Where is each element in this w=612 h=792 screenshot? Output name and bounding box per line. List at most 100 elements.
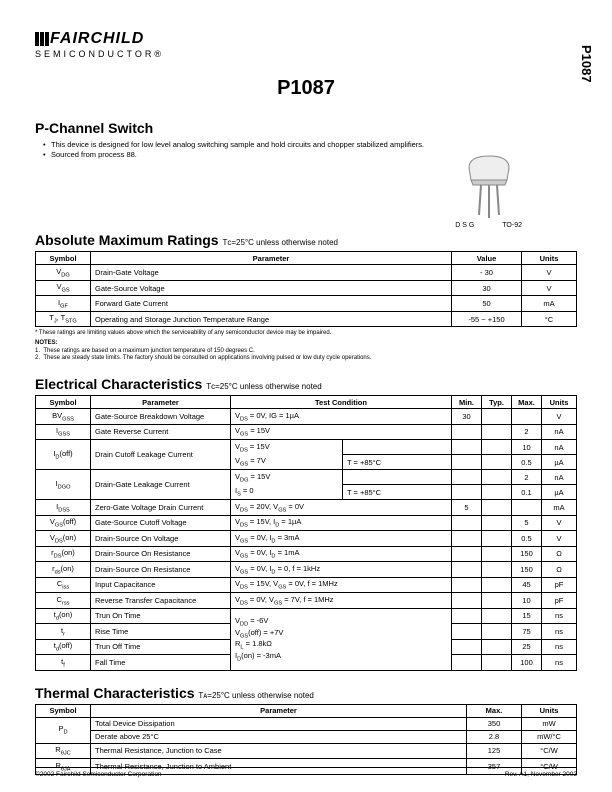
td: Fall Time [91,655,231,671]
package-drawing: D S G TO-92 [455,150,522,229]
td: Reverse Transfer Capacitance [91,593,231,609]
td: Ω [542,546,577,562]
td: VGS [36,280,91,296]
td: V [542,409,577,425]
td: Operating and Storage Junction Temperatu… [91,311,452,327]
td [482,409,512,425]
thermal-title-text: Thermal Characteristics [35,685,195,701]
td [452,562,482,578]
th: Symbol [36,704,91,717]
td [482,424,512,440]
td: Trun On Time [91,608,231,624]
td [482,639,512,655]
td: VGS = 0V, ID = 1mA [231,546,452,562]
td: TJ, TSTG [36,311,91,327]
td: 0.5 [512,455,542,470]
elec-table: Symbol Parameter Test Condition Min. Typ… [35,395,577,671]
td: Drain Cutoff Leakage Current [91,440,231,470]
td: 150 [512,562,542,578]
td: µA [542,455,577,470]
td: 10 [512,593,542,609]
td: 45 [512,577,542,593]
footer-right: Rev. A1, November 2002 [505,771,577,778]
td: µA [542,485,577,500]
td: T = +85°C [342,455,451,470]
td: IGF [36,296,91,312]
td: mA [542,500,577,516]
td: 15 [512,608,542,624]
td: ID(off) [36,440,91,470]
td: mA [522,296,577,312]
td: Drain-Source On Voltage [91,531,231,547]
td: tf [36,655,91,671]
td: VDD = -6VVGS(off) = +7VRL = 1.8kΩID(on) … [231,608,452,670]
td: BVGSS [36,409,91,425]
td [452,424,482,440]
td [482,470,512,485]
td: 2.8 [467,730,522,743]
td: nA [542,440,577,455]
note-item: These are steady state limits. The facto… [43,355,371,361]
td: VGS = 0V, ID = 3mA [231,531,452,547]
td: V [542,531,577,547]
td: VDS = 0V, VGS = 7V, f = 1MHz [231,593,452,609]
td: 75 [512,624,542,640]
th: Units [542,396,577,409]
elec-title: Electrical Characteristics Tᴄ=25°C unles… [35,376,577,392]
td [482,546,512,562]
td: Zero-Gate Voltage Drain Current [91,500,231,516]
td: td(off) [36,639,91,655]
td: 50 [452,296,522,312]
td: 30 [452,280,522,296]
td: pF [542,577,577,593]
td: 150 [512,546,542,562]
side-part-label: P1087 [579,45,594,83]
amr-cond: Tᴄ=25°C unless otherwise noted [222,238,337,247]
td: Drain-Source On Resistance [91,546,231,562]
th: Test Condition [231,396,452,409]
td: PD [36,717,91,743]
td [482,455,512,470]
package-type: TO-92 [502,222,522,229]
td [452,624,482,640]
logo-bar-icon [45,32,49,46]
td [452,593,482,609]
td: °C [522,311,577,327]
td: ns [542,608,577,624]
td [482,485,512,500]
th: Max. [467,704,522,717]
td [482,624,512,640]
logo-bar-icon [35,32,39,46]
td: VDG = 15V [231,470,343,485]
td: 2 [512,470,542,485]
td: ns [542,624,577,640]
td: 2 [512,424,542,440]
td [452,546,482,562]
td [452,470,482,485]
td: VDS(on) [36,531,91,547]
td: 0.5 [512,531,542,547]
td: Input Capacitance [91,577,231,593]
td [342,470,451,485]
td [482,515,512,531]
th: Max. [512,396,542,409]
td: IDSS [36,500,91,516]
to92-icon [459,150,519,220]
td: 0.1 [512,485,542,500]
td [452,531,482,547]
td [482,577,512,593]
td: T = +85°C [342,485,451,500]
td: Rise Time [91,624,231,640]
td: V [522,280,577,296]
td [482,655,512,671]
td: Crss [36,593,91,609]
amr-title-text: Absolute Maximum Ratings [35,232,219,248]
td: 30 [452,409,482,425]
td: Ciss [36,577,91,593]
td [342,440,451,455]
td: mW [522,717,577,730]
td [482,562,512,578]
pin-labels: D S G [455,222,474,229]
elec-cond: Tᴄ=25°C unless otherwise noted [206,382,321,391]
td [452,440,482,455]
